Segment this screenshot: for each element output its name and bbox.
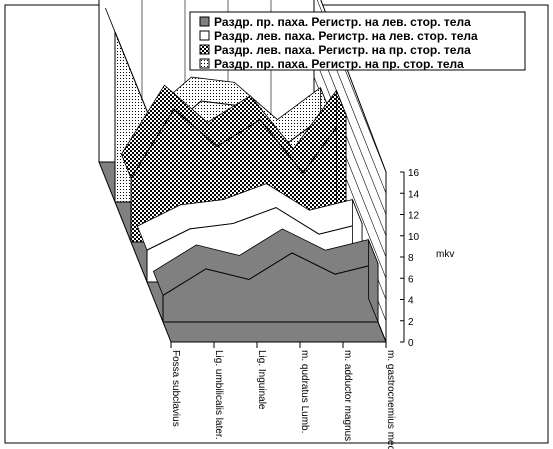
- z-tick-label: 8: [408, 253, 414, 264]
- area-side: [367, 239, 379, 323]
- legend-label: Раздр. лев. паха. Регистр. на лев. стор.…: [214, 29, 478, 43]
- x-tick-label: Lig. umbilicalis later.: [213, 350, 224, 439]
- z-tick-label: 12: [408, 211, 420, 222]
- legend: Раздр. пр. паха. Регистр. на лев. стор. …: [189, 11, 526, 71]
- legend-label: Раздр. пр. паха. Регистр. на пр. стор. т…: [214, 57, 464, 71]
- wall-grid-line: [313, 55, 387, 236]
- legend-label: Раздр. лев. паха. Регистр. на пр. стор. …: [214, 43, 471, 57]
- z-tick-label: 4: [408, 296, 414, 307]
- area-front: [162, 252, 379, 323]
- legend-swatch: [199, 30, 210, 41]
- x-tick-label: Lig. Inguinale: [256, 350, 267, 410]
- z-axis-title: mkv: [436, 249, 454, 260]
- legend-label: Раздр. пр. паха. Регистр. на лев. стор. …: [214, 15, 471, 29]
- z-tick-label: 16: [408, 168, 420, 179]
- x-tick-label: m. adductor magnus: [342, 350, 353, 441]
- legend-swatch: [199, 16, 210, 27]
- x-tick-label: m. qudratus Lumb.: [299, 350, 310, 433]
- z-tick-label: 6: [408, 274, 414, 285]
- z-tick-label: 10: [408, 232, 420, 243]
- x-tick-label: Fossa subclavius: [170, 350, 181, 427]
- legend-swatch: [199, 44, 210, 55]
- x-tick-label: m. gastrocnemius med.: [385, 350, 396, 449]
- legend-swatch: [199, 58, 210, 69]
- z-tick-label: 0: [408, 338, 414, 349]
- z-tick-label: 2: [408, 317, 414, 328]
- z-tick-label: 14: [408, 189, 420, 200]
